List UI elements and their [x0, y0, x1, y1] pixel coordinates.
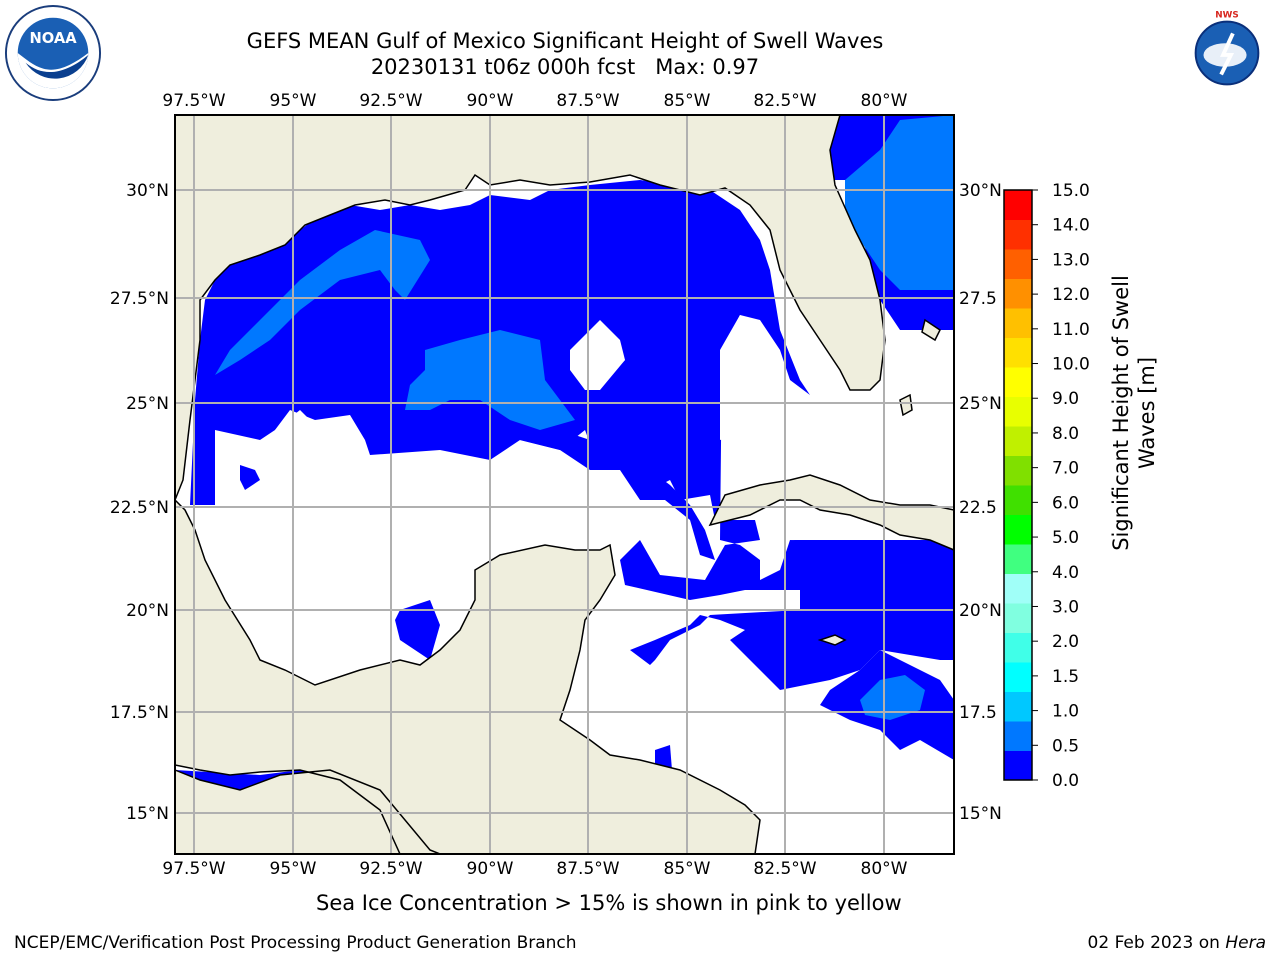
- colorbar-tick-label: 14.0: [1052, 216, 1090, 236]
- lat-label: 22.5°N: [110, 498, 169, 518]
- colorbar-segment: [1004, 190, 1032, 220]
- colorbar-segment: [1004, 337, 1032, 368]
- colorbar-segment: [1004, 485, 1032, 515]
- land-bahamas: [899, 393, 913, 417]
- svg-text:NWS: NWS: [1215, 11, 1238, 21]
- lat-label: 30°N: [126, 181, 169, 201]
- colorbar-title: Significant Height of Swell Waves [m]: [1109, 275, 1159, 551]
- colorbar-segment: [1004, 632, 1032, 663]
- colorbar-tick-label: 2.0: [1052, 632, 1079, 652]
- machine-name: Hera: [1225, 933, 1266, 953]
- colorbar-tick-label: 1.0: [1052, 702, 1079, 722]
- colorbar-segment: [1004, 219, 1032, 250]
- colorbar-segment: [1004, 308, 1032, 338]
- colorbar-title-line-2: Waves [m]: [1135, 357, 1159, 469]
- lon-label: 97.5°W: [162, 91, 225, 111]
- lon-label: 87.5°W: [556, 91, 619, 111]
- date-line: 02 Feb 2023 on Hera: [1088, 933, 1266, 953]
- colorbar-segment: [1004, 426, 1032, 456]
- colorbar-tick-label: 6.0: [1052, 493, 1079, 513]
- land-cuba: [708, 474, 954, 551]
- lat-labels-left: 30°N 27.5°N 25°N 22.5°N 20°N 17.5°N 15°N: [110, 181, 169, 824]
- colorbar-tick-label: 0.5: [1052, 736, 1079, 756]
- graticule: [175, 115, 954, 854]
- lon-label: 95°W: [270, 91, 317, 111]
- lon-label: 80°W: [861, 859, 908, 879]
- swell-field-zero-gaps: [275, 315, 810, 505]
- lat-labels-right: 30°N 27.5 25°N 22.5 20°N 17.5 15°N: [959, 181, 1002, 824]
- lon-label: 80°W: [861, 91, 908, 111]
- noaa-logo-icon: NOAA: [4, 4, 102, 102]
- colorbar-tick-label: 12.0: [1052, 285, 1090, 305]
- colorbar-frame: [1003, 189, 1033, 781]
- colorbar-tick-label: 11.0: [1052, 320, 1090, 340]
- lat-label: 15°N: [126, 804, 169, 824]
- nws-logo-icon: NWS: [1179, 5, 1275, 101]
- colorbar-segment: [1004, 367, 1032, 397]
- lon-label: 82.5°W: [753, 91, 816, 111]
- colorbar: 15.0 14.0 13.0 12.0 11.0 10.0 9.0 8.0 7.0 6.0 5.0 4…: [1003, 181, 1090, 791]
- lat-label: 17.5: [959, 703, 997, 723]
- colorbar-tick-label: 0.0: [1052, 771, 1079, 791]
- colorbar-title-line-1: Significant Height of Swell: [1109, 275, 1133, 551]
- colorbar-segment: [1004, 662, 1032, 692]
- colorbar-tick-label: 3.0: [1052, 597, 1079, 617]
- colorbar-segment: [1004, 603, 1032, 633]
- colorbar-segment: [1004, 278, 1032, 309]
- colorbar-segment: [1004, 691, 1032, 722]
- date-text: 02 Feb 2023 on: [1087, 933, 1220, 953]
- lat-label: 22.5: [959, 498, 997, 518]
- colorbar-tick-label: 9.0: [1052, 389, 1079, 409]
- lon-label: 82.5°W: [753, 859, 816, 879]
- noaa-logo-text: NOAA: [29, 30, 77, 47]
- title-line-2: 20230131 t06z 000h fcst Max: 0.97: [370, 55, 760, 79]
- colorbar-tick-label: 1.5: [1052, 667, 1079, 687]
- land-jamaica: [817, 634, 847, 646]
- map-title: GEFS MEAN Gulf of Mexico Significant Hei…: [214, 28, 916, 80]
- lon-labels-top: 97.5°W 95°W 92.5°W 90°W 87.5°W 85°W 82.5…: [162, 91, 907, 111]
- colorbar-tick-label: 13.0: [1052, 250, 1090, 270]
- lon-label: 85°W: [664, 91, 711, 111]
- colorbar-segment: [1004, 750, 1032, 781]
- lon-label: 95°W: [270, 859, 317, 879]
- colorbar-tick-label: 4.0: [1052, 563, 1079, 583]
- lon-label: 87.5°W: [556, 859, 619, 879]
- lat-label: 17.5°N: [110, 703, 169, 723]
- land-mexico: [175, 498, 761, 854]
- lat-label: 25°N: [959, 394, 1002, 414]
- lon-label: 92.5°W: [359, 91, 422, 111]
- colorbar-tick-label: 15.0: [1052, 181, 1090, 201]
- lon-label: 97.5°W: [162, 859, 225, 879]
- colorbar-segment: [1004, 514, 1032, 545]
- credit-line: NCEP/EMC/Verification Post Processing Pr…: [14, 933, 577, 953]
- land-masses: [175, 115, 954, 854]
- colorbar-tick-label: 8.0: [1052, 424, 1079, 444]
- lat-label: 15°N: [959, 804, 1002, 824]
- lat-label: 20°N: [959, 601, 1002, 621]
- lat-label: 25°N: [126, 394, 169, 414]
- colorbar-tick-label: 10.0: [1052, 355, 1090, 375]
- lon-label: 85°W: [664, 859, 711, 879]
- colorbar-tick-label: 7.0: [1052, 459, 1079, 479]
- lat-label: 30°N: [959, 181, 1002, 201]
- lat-label: 27.5°N: [110, 289, 169, 309]
- colorbar-segment: [1004, 249, 1032, 279]
- colorbar-segment: [1004, 721, 1032, 751]
- colorbar-segment: [1004, 544, 1032, 574]
- lat-label: 27.5: [959, 289, 997, 309]
- lat-label: 20°N: [126, 601, 169, 621]
- lon-labels-bottom: 97.5°W 95°W 92.5°W 90°W 87.5°W 85°W 82.5…: [162, 859, 907, 879]
- colorbar-segment: [1004, 396, 1032, 427]
- colorbar-segment: [1004, 455, 1032, 486]
- sea-ice-note: Sea Ice Concentration > 15% is shown in …: [316, 891, 902, 915]
- map-frame: [174, 114, 955, 855]
- lon-label: 90°W: [467, 91, 514, 111]
- lon-label: 90°W: [467, 859, 514, 879]
- colorbar-tick-label: 5.0: [1052, 528, 1079, 548]
- title-line-1: GEFS MEAN Gulf of Mexico Significant Hei…: [246, 29, 884, 53]
- colorbar-segment: [1004, 573, 1032, 604]
- lon-label: 92.5°W: [359, 859, 422, 879]
